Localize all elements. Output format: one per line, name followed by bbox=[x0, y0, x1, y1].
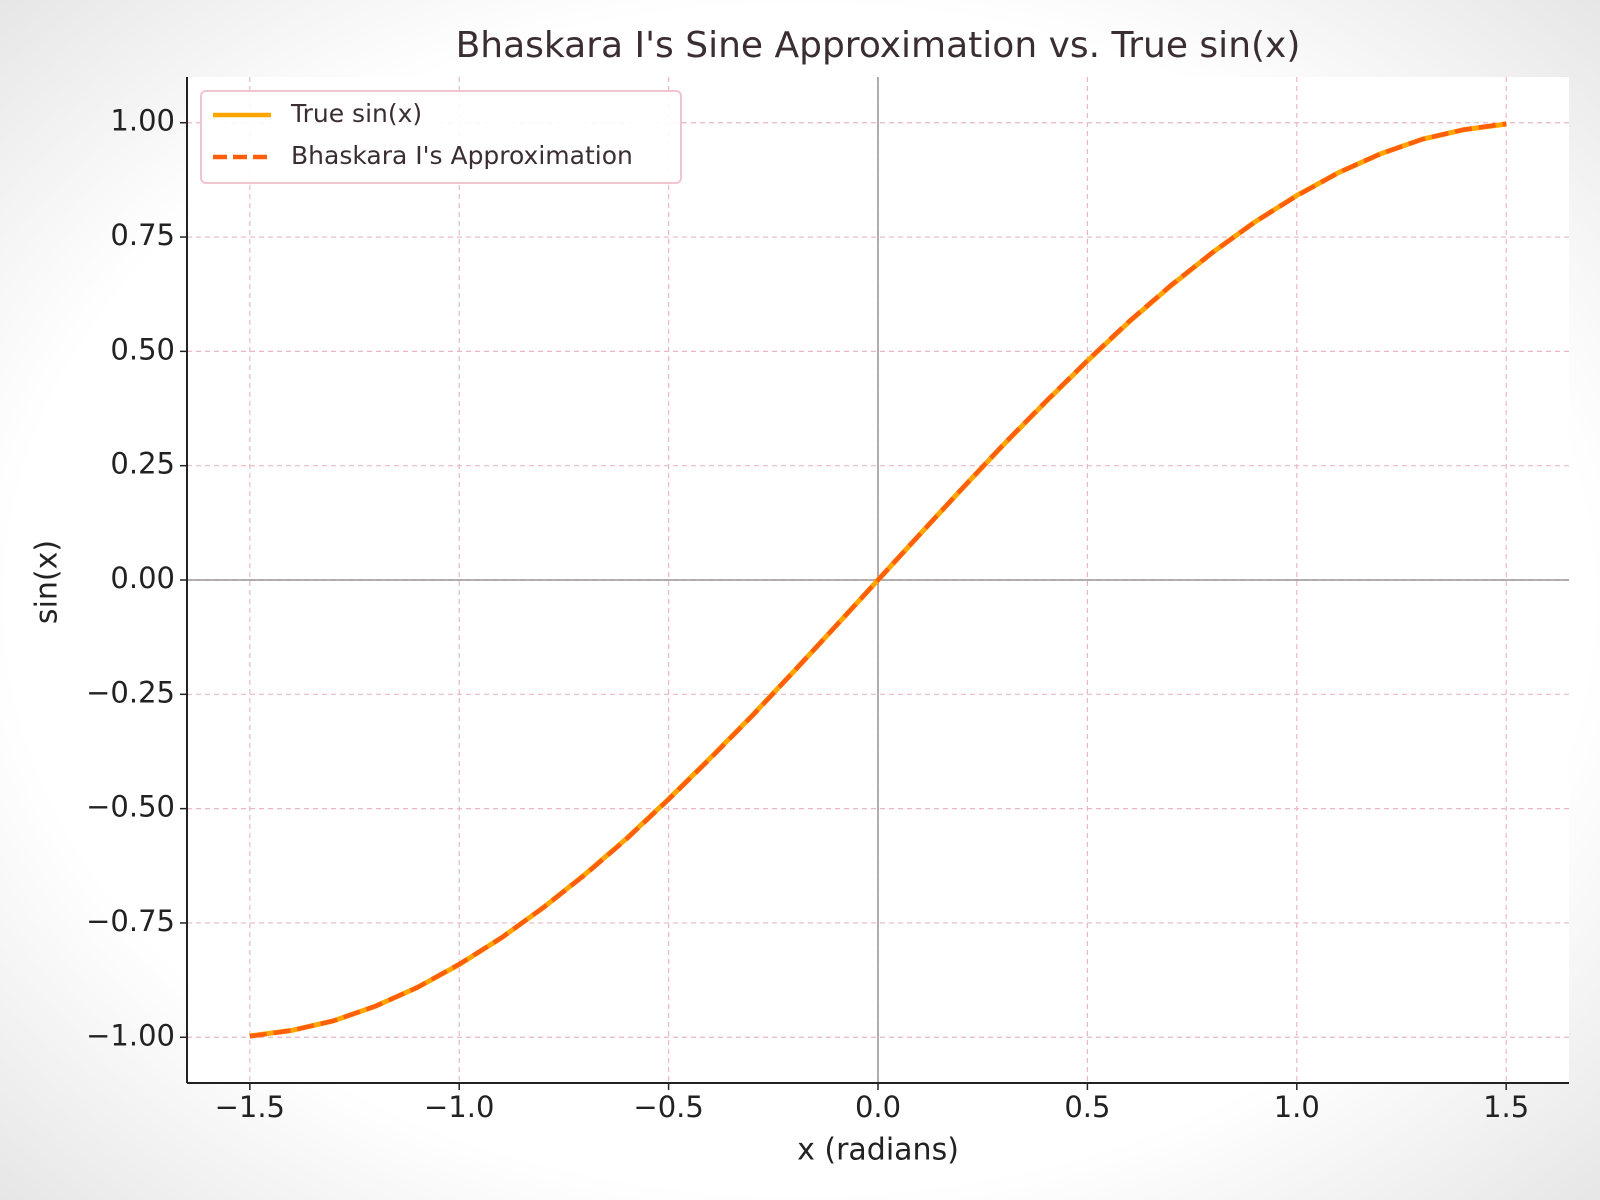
y-tick-label: 0.50 bbox=[110, 332, 175, 366]
y-tick-label: 0.25 bbox=[110, 447, 175, 481]
x-tick-label: −0.5 bbox=[633, 1090, 703, 1124]
y-tick-label: 1.00 bbox=[110, 104, 175, 138]
legend-box bbox=[200, 90, 682, 184]
x-tick-label: 1.0 bbox=[1274, 1090, 1320, 1124]
y-axis-label: sin(x) bbox=[30, 540, 65, 624]
x-tick-label: −1.0 bbox=[424, 1090, 494, 1124]
chart-title: Bhaskara I's Sine Approximation vs. True… bbox=[456, 25, 1301, 66]
legend-label: True sin(x) bbox=[290, 99, 422, 128]
x-tick-label: 0.5 bbox=[1064, 1090, 1110, 1124]
y-tick-label: 0.00 bbox=[110, 561, 175, 595]
x-axis-label: x (radians) bbox=[797, 1133, 959, 1168]
y-tick-label: −0.25 bbox=[86, 675, 175, 709]
y-tick-label: −0.75 bbox=[86, 904, 175, 938]
x-tick-label: 0.0 bbox=[855, 1090, 901, 1124]
x-tick-label: 1.5 bbox=[1483, 1090, 1529, 1124]
y-tick-label: −0.50 bbox=[86, 790, 175, 824]
series-line bbox=[249, 121, 1507, 1039]
legend-label: Bhaskara I's Approximation bbox=[291, 141, 633, 170]
y-tick-label: 0.75 bbox=[110, 218, 175, 252]
x-tick-label: −1.5 bbox=[215, 1090, 285, 1124]
y-tick-label: −1.00 bbox=[86, 1018, 175, 1052]
